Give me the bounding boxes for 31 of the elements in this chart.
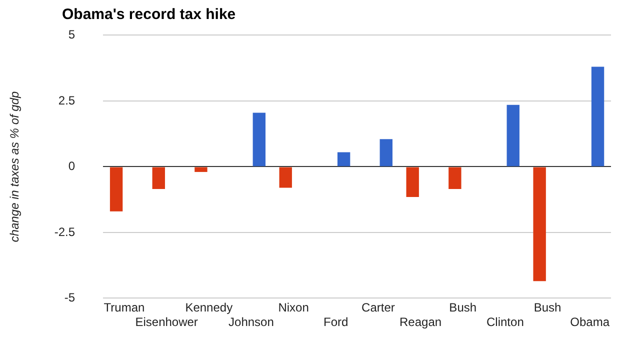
x-tick-label: Johnson	[228, 315, 274, 330]
x-tick-label: Reagan	[400, 315, 442, 330]
x-tick-label: Bush	[449, 300, 477, 315]
bar	[506, 104, 520, 166]
bar	[406, 167, 419, 197]
y-tick-label: -2.5	[54, 224, 76, 239]
x-tick-label: Bush	[534, 300, 562, 315]
bar	[152, 167, 165, 190]
x-tick-label: Carter	[362, 300, 395, 315]
chart-title: Obama's record tax hike	[62, 6, 236, 23]
x-tick-label: Truman	[104, 300, 145, 315]
x-tick-label: Kennedy	[185, 300, 233, 315]
y-tick-label: 0	[68, 159, 76, 174]
bar	[252, 112, 266, 166]
bar	[448, 167, 462, 190]
bar	[194, 167, 208, 172]
bar	[380, 139, 392, 166]
x-tick-label: Ford	[324, 315, 348, 330]
bar	[591, 66, 604, 166]
x-tick-label: Nixon	[278, 300, 309, 315]
y-tick-label: 2.5	[58, 93, 76, 108]
bar	[533, 167, 546, 282]
bar	[110, 167, 123, 212]
y-tick-label: -5	[64, 290, 76, 305]
x-tick-label: Eisenhower	[135, 315, 198, 330]
bar	[279, 167, 292, 188]
x-tick-label: Obama	[570, 315, 610, 330]
y-tick-label: 5	[68, 28, 76, 42]
x-tick-label: Clinton	[486, 315, 524, 330]
y-axis-title: change in taxes as % of gdp	[8, 90, 22, 242]
bar	[337, 152, 350, 166]
